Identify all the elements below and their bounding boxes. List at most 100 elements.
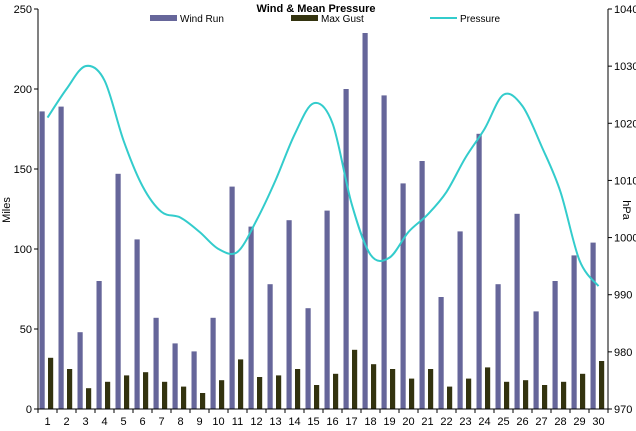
bar-wind-run <box>476 133 482 410</box>
bar-max-gust <box>314 385 320 409</box>
bar-wind-run <box>590 242 596 409</box>
plot-area: 0501001502002509709809901000101010201030… <box>14 4 636 428</box>
bar-wind-run <box>153 317 159 409</box>
left-tick-label: 250 <box>14 4 32 16</box>
bar-max-gust <box>428 369 434 409</box>
x-tick-label: 9 <box>196 416 202 428</box>
bar-max-gust <box>181 386 187 409</box>
bar-wind-run <box>96 281 102 409</box>
bar-wind-run <box>400 183 406 409</box>
bar-max-gust <box>599 361 605 409</box>
bar-max-gust <box>561 381 567 409</box>
bar-wind-run <box>210 317 216 409</box>
bar-wind-run <box>172 343 178 409</box>
bar-wind-run <box>362 33 368 409</box>
bar-max-gust <box>200 393 206 409</box>
right-tick-label: 1040 <box>614 4 636 16</box>
bar-wind-run <box>305 308 311 409</box>
x-tick-label: 11 <box>232 416 243 428</box>
bar-wind-run <box>533 311 539 409</box>
bar-max-gust <box>162 381 168 409</box>
right-tick-label: 970 <box>614 404 632 416</box>
legend: Wind Run Max Gust Pressure <box>150 14 500 25</box>
x-tick-label: 12 <box>250 416 262 428</box>
x-tick-label: 4 <box>101 416 107 428</box>
bar-wind-run <box>229 186 235 409</box>
bar-wind-run <box>495 284 501 409</box>
left-tick-label: 150 <box>14 164 32 176</box>
right-axis-title: hPa <box>620 200 632 220</box>
x-tick-label: 13 <box>269 416 281 428</box>
bar-max-gust <box>371 364 377 409</box>
x-tick-label: 15 <box>307 416 319 428</box>
bar-wind-run <box>77 332 83 409</box>
legend-swatch-wind-run <box>150 15 177 21</box>
right-tick-label: 980 <box>614 347 632 359</box>
bar-wind-run <box>134 239 140 409</box>
bar-wind-run <box>248 226 254 409</box>
legend-label-max-gust: Max Gust <box>321 14 364 25</box>
bar-wind-run <box>514 213 520 409</box>
bar-wind-run <box>381 95 387 410</box>
bar-max-gust <box>143 372 149 409</box>
x-tick-label: 22 <box>440 416 452 428</box>
bar-max-gust <box>580 373 586 409</box>
bar-wind-run <box>343 89 349 409</box>
bar-wind-run <box>571 255 577 409</box>
legend-label-pressure: Pressure <box>460 14 500 25</box>
x-tick-label: 6 <box>139 416 145 428</box>
bar-max-gust <box>124 375 130 409</box>
x-tick-label: 8 <box>177 416 183 428</box>
bar-max-gust <box>409 378 415 409</box>
right-tick-label: 1020 <box>614 118 636 130</box>
bar-wind-run <box>552 281 558 409</box>
x-tick-label: 20 <box>402 416 414 428</box>
bar-wind-run <box>39 111 45 410</box>
legend-label-wind-run: Wind Run <box>180 14 224 25</box>
x-tick-label: 24 <box>478 416 490 428</box>
x-tick-label: 5 <box>120 416 126 428</box>
bar-max-gust <box>67 369 73 409</box>
x-tick-label: 14 <box>288 416 300 428</box>
bar-max-gust <box>48 357 54 409</box>
right-tick-label: 990 <box>614 290 632 302</box>
bar-wind-run <box>419 161 425 409</box>
bar-max-gust <box>295 369 301 409</box>
bar-max-gust <box>523 380 529 409</box>
x-tick-label: 1 <box>44 416 50 428</box>
bar-max-gust <box>504 381 510 409</box>
x-tick-label: 2 <box>63 416 69 428</box>
bar-max-gust <box>390 369 396 409</box>
chart-title: Wind & Mean Pressure <box>256 3 375 15</box>
bar-max-gust <box>257 377 263 409</box>
x-tick-label: 23 <box>459 416 471 428</box>
x-tick-label: 26 <box>516 416 528 428</box>
bar-max-gust <box>276 375 282 409</box>
x-tick-label: 16 <box>326 416 338 428</box>
bar-max-gust <box>542 385 548 409</box>
bar-wind-run <box>324 210 330 409</box>
bar-wind-run <box>457 231 463 409</box>
left-tick-label: 100 <box>14 244 32 256</box>
x-tick-label: 21 <box>421 416 433 428</box>
bar-max-gust <box>466 378 472 409</box>
x-tick-label: 18 <box>364 416 376 428</box>
x-tick-label: 17 <box>345 416 357 428</box>
legend-swatch-max-gust <box>291 15 318 21</box>
bar-max-gust <box>485 367 491 409</box>
bar-wind-run <box>58 106 64 409</box>
bar-wind-run <box>267 284 273 409</box>
x-tick-label: 3 <box>82 416 88 428</box>
bar-wind-run <box>115 173 121 409</box>
right-tick-label: 1000 <box>614 233 636 245</box>
right-tick-label: 1010 <box>614 175 636 187</box>
bar-max-gust <box>352 349 358 409</box>
left-tick-label: 50 <box>20 324 32 336</box>
bar-wind-run <box>438 297 444 409</box>
line-pressure <box>46 64 600 287</box>
x-tick-label: 19 <box>383 416 395 428</box>
bar-max-gust <box>447 386 453 409</box>
x-tick-label: 28 <box>554 416 566 428</box>
left-tick-label: 200 <box>14 84 32 96</box>
